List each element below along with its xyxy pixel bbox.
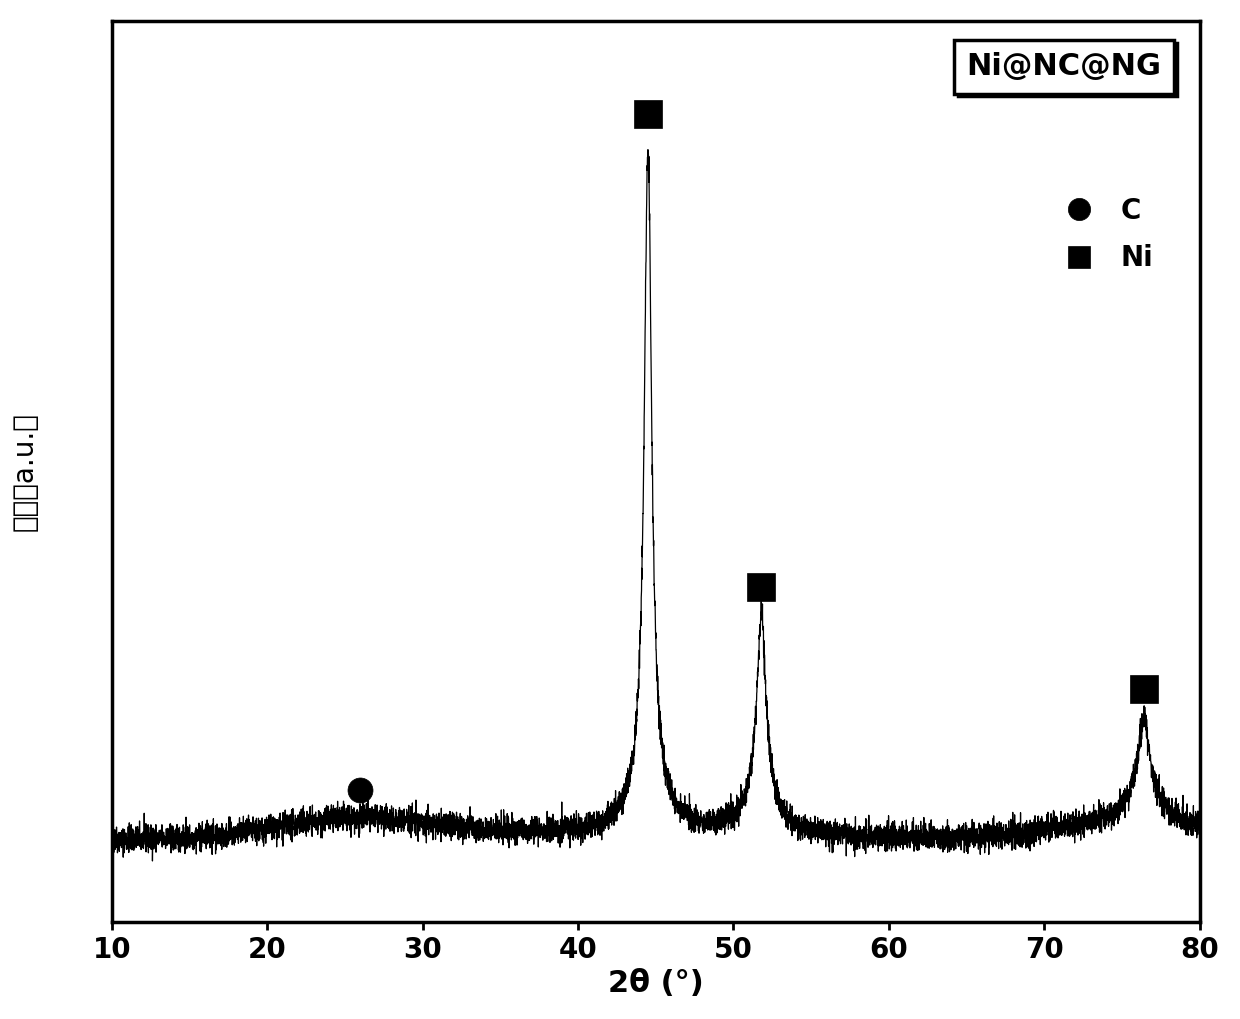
X-axis label: 2θ (°): 2θ (°) xyxy=(608,969,703,999)
Text: Ni@NC@NG: Ni@NC@NG xyxy=(967,52,1162,82)
Text: 强度（a.u.）: 强度（a.u.） xyxy=(11,413,38,531)
Text: Ni@NC@NG: Ni@NC@NG xyxy=(970,55,1164,85)
Legend: C, Ni: C, Ni xyxy=(1052,197,1153,272)
